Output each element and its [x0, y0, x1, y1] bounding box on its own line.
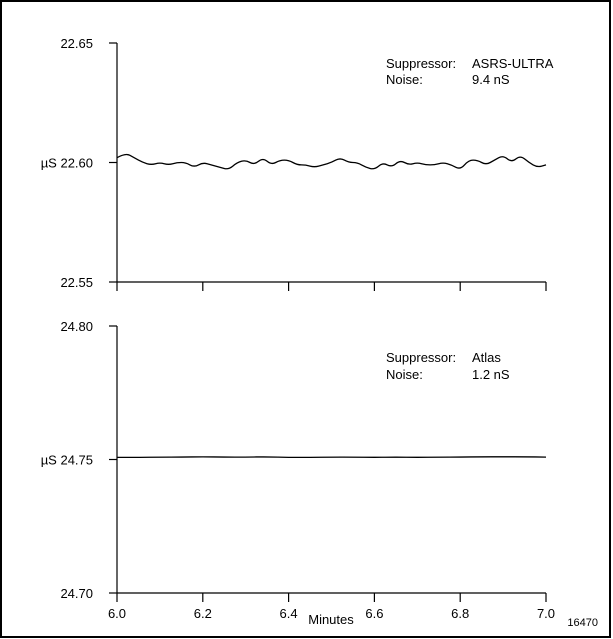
x-tick-label: 6.4: [280, 606, 298, 621]
y-ticks: 22.65 µS 22.60 22.55: [41, 36, 117, 290]
conductivity-trace: [116, 153, 547, 170]
suppressor-value: Atlas: [472, 350, 501, 365]
x-axis-title: Minutes: [308, 612, 354, 627]
x-ticks: 6.0 6.2 6.4 6.6 6.8 7.0: [108, 593, 555, 621]
noise-value: 9.4 nS: [472, 72, 510, 87]
y-tick-label: 22.65: [60, 36, 93, 51]
suppressor-label: Suppressor:: [386, 350, 456, 365]
figure-id: 16470: [567, 617, 598, 629]
noise-value: 1.2 nS: [472, 367, 510, 382]
suppressor-value: ASRS-ULTRA: [472, 56, 554, 71]
y-ticks: 24.80 µS 24.75 24.70: [41, 319, 117, 601]
x-tick-label: 6.2: [194, 606, 212, 621]
suppressor-label: Suppressor:: [386, 56, 456, 71]
conductivity-trace: [116, 456, 547, 459]
x-tick-label: 6.8: [451, 606, 469, 621]
x-tick-label: 6.6: [365, 606, 383, 621]
y-tick-label: µS 22.60: [41, 156, 93, 171]
series-group: [116, 456, 547, 459]
panel-bottom: 24.80 µS 24.75 24.70 6.0 6.2 6.4 6.6 6.8 7.0 Su…: [41, 319, 555, 621]
noise-label: Noise:: [386, 367, 423, 382]
y-tick-label: 24.70: [60, 586, 93, 601]
x-ticks: [116, 282, 547, 291]
noise-label: Noise:: [386, 72, 423, 87]
x-tick-label: 7.0: [537, 606, 555, 621]
panel-top: 22.65 µS 22.60 22.55 Suppressor: ASRS-ULTR…: [41, 36, 554, 291]
x-tick-label: 6.0: [108, 606, 126, 621]
y-tick-label: µS 24.75: [41, 453, 93, 468]
series-group: [116, 153, 547, 170]
y-tick-label: 22.55: [60, 275, 93, 290]
y-tick-label: 24.80: [60, 319, 93, 334]
